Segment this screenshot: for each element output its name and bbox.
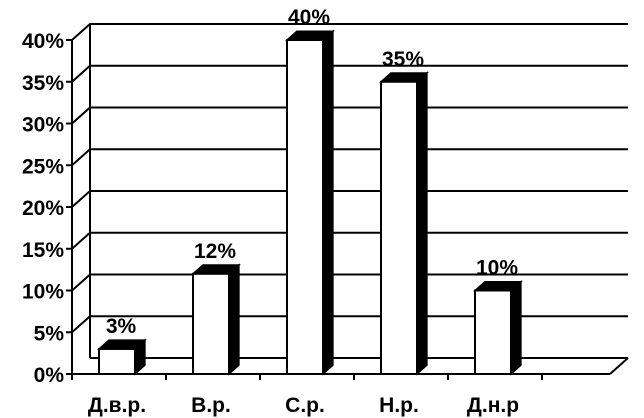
bar-side <box>510 280 522 376</box>
x-tick-label: Д.в.р. <box>88 394 146 417</box>
gridline <box>71 106 628 125</box>
bar-side <box>228 263 240 376</box>
y-tick-label: 5% <box>34 322 65 345</box>
gridline <box>71 231 628 250</box>
data-labels: 3% 12% 40% 35% 10% <box>106 6 519 338</box>
x-tick-label: В.р. <box>191 394 231 417</box>
bars <box>97 29 523 376</box>
bar <box>473 280 523 376</box>
y-tick-label: 20% <box>22 197 64 220</box>
x-axis-labels: Д.в.р. В.р. С.р. Н.р. Д.н.р <box>88 394 519 417</box>
axes <box>71 24 629 380</box>
gridline <box>71 23 628 41</box>
bar-side <box>322 29 334 376</box>
bar-front <box>98 347 136 376</box>
y-tick-label: 10% <box>22 281 64 304</box>
bar-front <box>192 272 230 375</box>
data-label: 3% <box>106 315 137 338</box>
y-tick-label: 25% <box>22 155 64 178</box>
gridline <box>71 273 628 292</box>
y-tick-label: 0% <box>34 364 65 387</box>
y-tick-label: 35% <box>22 72 64 95</box>
bar-front <box>474 289 512 375</box>
y-tick-label: 30% <box>22 114 64 137</box>
bar <box>191 263 241 376</box>
data-label: 12% <box>194 240 236 263</box>
bar <box>379 71 429 376</box>
x-tick-label: Н.р. <box>379 394 419 417</box>
floor-right-edge <box>609 357 629 375</box>
bar-front <box>380 80 418 375</box>
data-label: 35% <box>382 48 424 71</box>
gridlines <box>71 23 628 333</box>
gridline <box>71 315 628 333</box>
data-label: 10% <box>476 257 518 280</box>
x-tick-label: С.р. <box>285 394 325 417</box>
gridline <box>71 148 628 166</box>
bar-front <box>286 39 324 375</box>
y-tick-label: 40% <box>22 30 64 53</box>
gridline <box>71 64 628 83</box>
bar <box>285 29 335 376</box>
bar <box>97 338 147 376</box>
y-tick-label: 15% <box>22 239 64 262</box>
y-axis-ticks: 0% 5% 10% 15% 20% 25% 30% 35% 40% <box>22 30 72 387</box>
data-label: 40% <box>288 6 330 29</box>
gridline <box>71 190 628 208</box>
bar-side <box>416 71 428 376</box>
x-tick-label: Д.н.р <box>467 394 519 417</box>
